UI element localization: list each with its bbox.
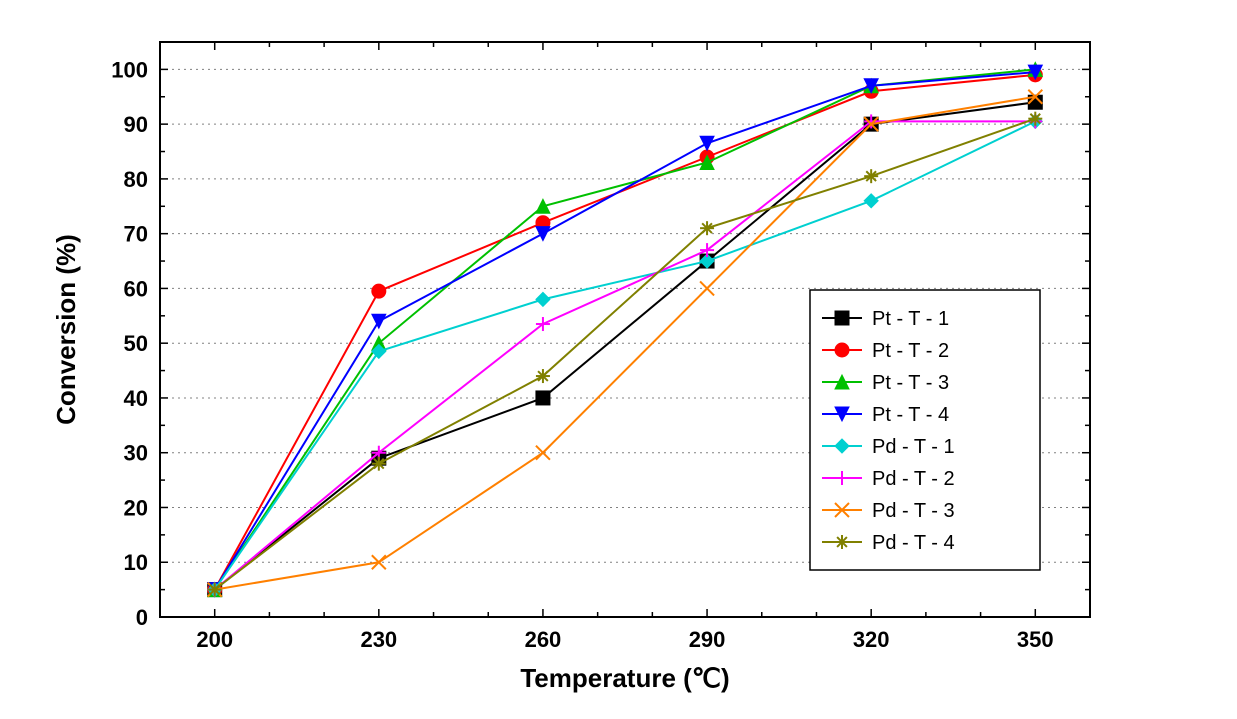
y-tick-label: 0 xyxy=(136,605,148,630)
y-tick-label: 40 xyxy=(124,386,148,411)
legend-label: Pd - T - 3 xyxy=(872,500,955,522)
legend-label: Pt - T - 4 xyxy=(872,404,949,426)
y-tick-label: 50 xyxy=(124,331,148,356)
y-tick-label: 90 xyxy=(124,112,148,137)
y-tick-label: 70 xyxy=(124,222,148,247)
y-tick-label: 30 xyxy=(124,441,148,466)
legend-box xyxy=(810,290,1040,570)
x-axis-label: Temperature (℃) xyxy=(520,663,729,693)
chart-container: 200 230 260 290 320 350 0 10 20 30 40 50 60 70 80 90 100… xyxy=(0,0,1237,719)
x-tick-label: 260 xyxy=(525,627,562,652)
legend-label: Pd - T - 2 xyxy=(872,468,955,490)
x-tick-label: 350 xyxy=(1017,627,1054,652)
y-tick-label: 10 xyxy=(124,550,148,575)
x-tick-label: 230 xyxy=(360,627,397,652)
legend-label: Pd - T - 1 xyxy=(872,436,955,458)
legend-label: Pd - T - 4 xyxy=(872,532,955,554)
y-tick-label: 20 xyxy=(124,495,148,520)
legend-label: Pt - T - 2 xyxy=(872,340,949,362)
y-axis-label: Conversion (%) xyxy=(51,234,81,425)
legend-label: Pt - T - 1 xyxy=(872,308,949,330)
x-tick-label: 320 xyxy=(853,627,890,652)
y-tick-label: 100 xyxy=(111,57,148,82)
x-tick-label: 290 xyxy=(689,627,726,652)
y-tick-label: 80 xyxy=(124,167,148,192)
y-tick-label: 60 xyxy=(124,276,148,301)
x-tick-label: 200 xyxy=(196,627,233,652)
conversion-chart: 200 230 260 290 320 350 0 10 20 30 40 50 60 70 80 90 100… xyxy=(0,0,1237,719)
legend-label: Pt - T - 3 xyxy=(872,372,949,394)
